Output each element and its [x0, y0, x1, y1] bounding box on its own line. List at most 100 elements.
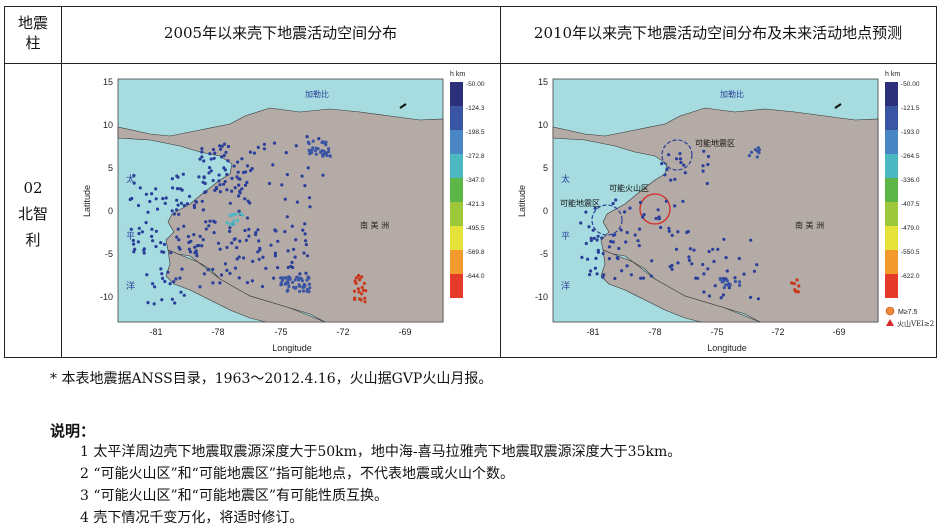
x-tick: -75: [710, 327, 723, 337]
south-america-label: 南 美 洲: [795, 220, 824, 230]
island-mark: [399, 103, 407, 109]
earthquake-dot: [620, 269, 624, 273]
earthquake-dot: [601, 252, 605, 256]
earthquake-dot: [243, 228, 247, 233]
zone-label-3: 可能地震区: [560, 198, 600, 208]
earthquake-dot: [180, 267, 184, 271]
earthquake-dot: [159, 241, 163, 245]
earthquake-dot: [683, 171, 687, 175]
legend-value-label: -264.5: [901, 153, 920, 160]
earthquake-dot: [219, 273, 224, 277]
earthquake-dot: [273, 254, 277, 258]
earthquake-dot: [593, 266, 597, 270]
earthquake-dot: [624, 240, 628, 244]
earthquake-dot: [129, 227, 133, 231]
earthquake-dot: [208, 219, 212, 223]
earthquake-dot: [220, 155, 224, 159]
note-item: 2 “可能火山区”和“可能地震区”指可能地点，不代表地震或火山个数。: [80, 466, 514, 482]
earthquake-dot: [186, 234, 191, 239]
earthquake-dot: [279, 283, 283, 287]
earthquake-dot: [229, 222, 233, 226]
earthquake-dot: [273, 251, 277, 255]
earthquake-dot: [176, 227, 180, 231]
earthquake-dot: [182, 293, 186, 297]
earthquake-dot: [258, 248, 262, 252]
earthquake-dot: [228, 201, 232, 205]
earthquake-dot: [719, 296, 723, 300]
earthquake-dot: [358, 277, 362, 281]
earthquake-dot: [203, 181, 207, 186]
earthquake-dot: [151, 282, 155, 286]
earthquake-dot: [287, 275, 291, 279]
earthquake-dot: [237, 209, 241, 213]
earthquake-dot: [602, 273, 606, 277]
earthquake-dot: [204, 227, 208, 231]
earthquake-dot: [650, 259, 654, 263]
earthquake-dot: [638, 200, 643, 205]
earthquake-dot: [225, 268, 229, 272]
y-tick: 5: [543, 163, 548, 173]
legend-title: h km: [450, 71, 465, 78]
earthquake-dot: [172, 212, 176, 216]
volcano-legend-icon: [886, 319, 894, 326]
legend-color-swatch: [885, 130, 898, 154]
earthquake-dot: [138, 186, 142, 190]
earthquake-dot: [218, 190, 222, 194]
earthquake-dot: [706, 267, 710, 271]
row-label-line2: 北智: [17, 205, 48, 223]
volcano-legend-label: 火山VEI≥2: [897, 319, 934, 328]
legend-color-swatch: [450, 154, 463, 178]
earthquake-dot: [198, 157, 202, 161]
earthquake-dot: [633, 233, 637, 237]
row-label-line1: 02: [23, 179, 43, 197]
earthquake-dot: [230, 241, 234, 245]
col1-header-line1: 地震: [17, 14, 48, 32]
earthquake-dot: [609, 239, 613, 244]
earthquake-dot: [218, 247, 222, 251]
legend-value-label: -124.3: [466, 105, 485, 112]
earthquake-dot: [705, 181, 709, 186]
note-item: 3 “可能火山区”和“可能地震区”有可能性质互换。: [80, 488, 388, 504]
legend-value-label: -272.8: [466, 153, 485, 160]
earthquake-dot: [232, 164, 236, 168]
pacific-label-2: 平: [561, 231, 570, 242]
earthquake-dot: [212, 231, 216, 235]
earthquake-dot: [298, 272, 302, 276]
earthquake-dot: [175, 208, 179, 212]
earthquake-dot: [359, 298, 363, 302]
earthquake-dot: [713, 284, 717, 288]
y-tick: 0: [108, 206, 113, 216]
earthquake-dot: [292, 247, 296, 251]
earthquake-dot: [234, 212, 238, 216]
earthquake-dot: [286, 281, 290, 285]
earthquake-dot: [271, 163, 275, 167]
earthquake-dot: [202, 159, 206, 163]
earthquake-dot: [217, 179, 221, 183]
left-map: -81 -78 -75 -72 -69 15 10 5 0 -5 -10 Lon…: [70, 64, 495, 356]
earthquake-dot: [307, 148, 311, 152]
legend-color-swatch: [885, 250, 898, 274]
legend-value-label: -347.0: [466, 177, 485, 184]
earthquake-dot: [364, 289, 368, 293]
earthquake-dot: [207, 224, 211, 228]
y-tick: -5: [105, 249, 113, 259]
earthquake-dot: [285, 215, 289, 219]
earthquake-dot: [623, 210, 627, 214]
earthquake-dot: [286, 288, 290, 292]
earthquake-dot: [298, 289, 302, 293]
earthquake-dot: [179, 201, 183, 205]
col-divider-1: [61, 7, 62, 357]
earthquake-dot: [177, 238, 181, 242]
earthquake-dot: [216, 241, 221, 245]
earthquake-dot: [251, 259, 255, 263]
earthquake-dot: [214, 186, 218, 190]
earthquake-dot: [702, 272, 706, 276]
earthquake-dot: [726, 283, 730, 287]
earthquake-dot: [749, 295, 753, 299]
earthquake-dot: [223, 262, 227, 266]
earthquake-dot: [586, 257, 590, 261]
earthquake-dot: [617, 246, 621, 251]
earthquake-dot: [178, 247, 182, 251]
earthquake-dot: [225, 172, 229, 177]
pacific-label-2: 平: [126, 231, 135, 242]
